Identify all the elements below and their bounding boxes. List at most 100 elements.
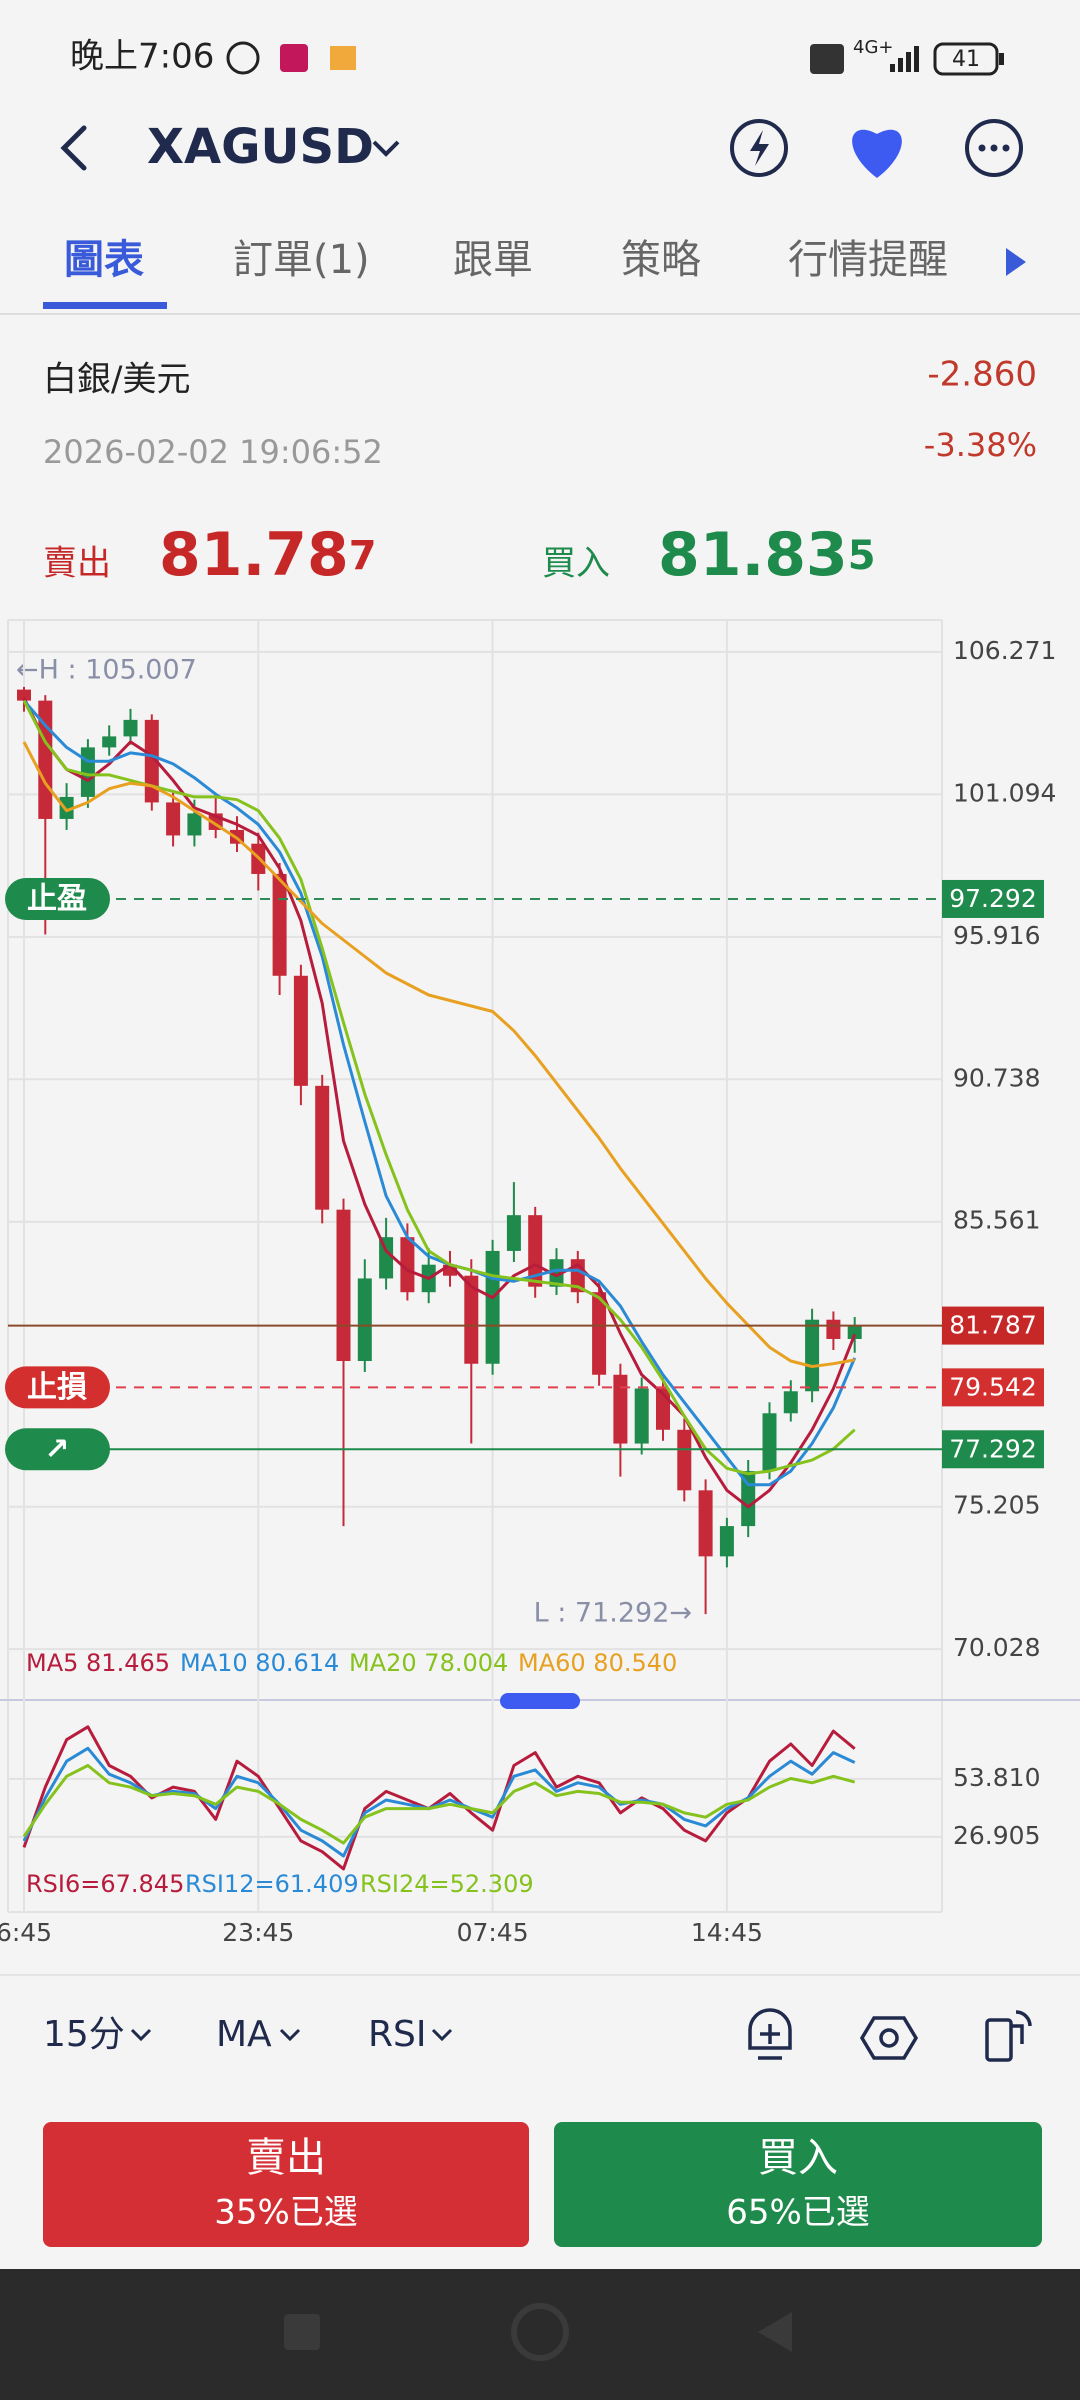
- legend-entry: RSI24=52.309: [360, 1870, 534, 1898]
- buy-button[interactable]: [554, 2122, 1042, 2247]
- candle-body: [59, 796, 74, 819]
- candle-body: [272, 873, 287, 976]
- candle-body: [677, 1429, 692, 1491]
- sub-indicator-selector[interactable]: RSI: [368, 2014, 426, 2055]
- tabs-scroll[interactable]: [1006, 248, 1026, 276]
- settings-icon: [879, 2028, 899, 2048]
- instrument-name: 白銀/美元: [43, 360, 190, 400]
- candle-body: [762, 1413, 777, 1472]
- flash-button[interactable]: [730, 119, 788, 177]
- battery-icon: [933, 42, 999, 76]
- y-tick-label: 101.094: [953, 778, 1056, 807]
- price-level-value: 77.292: [949, 1434, 1036, 1463]
- candle-body: [634, 1388, 649, 1444]
- tab[interactable]: 策略: [621, 237, 701, 283]
- candle-body: [847, 1325, 862, 1339]
- y-tick-label: 70.028: [953, 1633, 1040, 1662]
- symbol[interactable]: XAGUSD: [147, 119, 374, 175]
- candle-body: [464, 1275, 479, 1364]
- candle-body: [123, 719, 138, 737]
- symbol-dropdown[interactable]: [372, 140, 400, 157]
- nav-back[interactable]: [758, 2312, 792, 2352]
- sell-price-main: 81.78: [159, 520, 349, 590]
- price-change: -2.860: [927, 355, 1037, 395]
- candle-body: [698, 1490, 713, 1557]
- price-level-tag: [942, 879, 1044, 918]
- nav-recent[interactable]: [284, 2314, 320, 2350]
- chart-layer: 106.271 101.094 95.916 90.738 85.561 75.205 70…: [0, 620, 1056, 1947]
- add-alert-button[interactable]: [748, 2008, 792, 2060]
- price-level-tag: [942, 1306, 1044, 1345]
- y-tick-label: 26.905: [953, 1821, 1040, 1850]
- order-tag-label: ↗: [44, 1432, 69, 1467]
- more-button[interactable]: [965, 119, 1023, 177]
- sell-price: 81.787: [159, 520, 377, 590]
- indicator-line: [22, 699, 857, 1487]
- price-level-value: 81.787: [949, 1311, 1036, 1340]
- flash-icon: [750, 130, 769, 166]
- indicator-line: [22, 699, 856, 1476]
- buy-price-main: 81.83: [658, 520, 848, 590]
- dropdown-icon: [279, 2028, 301, 2042]
- x-tick-label: 14:45: [691, 1918, 763, 1947]
- candle-body: [17, 689, 31, 701]
- tab[interactable]: 跟單: [453, 237, 533, 283]
- candle-body: [293, 975, 308, 1086]
- buy-price-pip: 5: [848, 533, 876, 579]
- rotate-button[interactable]: [985, 2010, 1032, 2062]
- y-tick-label: 95.916: [953, 921, 1040, 950]
- candle-body: [719, 1526, 734, 1557]
- nav-home[interactable]: [511, 2303, 569, 2361]
- candle-body: [144, 719, 159, 803]
- order-tag: [5, 877, 110, 920]
- indicator-selector[interactable]: MA: [216, 2014, 272, 2055]
- price-level-tag: [942, 1368, 1044, 1407]
- candle-body: [528, 1215, 543, 1287]
- interval-selector[interactable]: 15分: [43, 2014, 125, 2055]
- candle-body: [315, 1085, 330, 1210]
- price-change-pct: -3.38%: [924, 426, 1037, 464]
- price-level-value: 79.542: [949, 1372, 1036, 1401]
- legend-entry: MA20 78.004: [349, 1649, 508, 1677]
- signal-icon: [890, 46, 919, 72]
- candle-body: [166, 802, 181, 836]
- x-tick-label: 23:45: [222, 1918, 294, 1947]
- y-tick-label: 106.271: [953, 636, 1056, 665]
- legend-entry: MA10 80.614: [180, 1649, 339, 1677]
- tab[interactable]: 訂單(1): [233, 237, 370, 283]
- sell-button[interactable]: [43, 2122, 529, 2247]
- volte-icon: [810, 44, 844, 74]
- candle-body: [613, 1374, 628, 1444]
- quote-time: 2026-02-02 19:06:52: [43, 433, 383, 471]
- indicator-line: [22, 741, 855, 1368]
- more-icon: [978, 144, 1010, 152]
- tab[interactable]: 行情提醒: [788, 237, 948, 283]
- battery-tip: [999, 53, 1004, 65]
- legend-entry: RSI12=61.409: [185, 1870, 359, 1898]
- candle-body: [379, 1237, 394, 1279]
- pane-resize-handle[interactable]: [500, 1693, 580, 1709]
- candle-body: [549, 1259, 564, 1287]
- battery-level: 41: [952, 47, 980, 72]
- legend-entry: MA60 80.540: [518, 1649, 677, 1677]
- favorite-button[interactable]: [852, 129, 902, 178]
- tab-underline: [43, 302, 167, 309]
- candle-body: [506, 1215, 521, 1251]
- sell-button-label: 賣出: [246, 2135, 326, 2181]
- indicator-line: [22, 1764, 856, 1845]
- legend-entry: MA5 81.465: [26, 1649, 170, 1677]
- high-annotation: ←H : 105.007: [16, 655, 197, 686]
- settings-button[interactable]: [859, 2016, 919, 2060]
- tab-active[interactable]: 圖表: [64, 237, 144, 283]
- price-level-value: 97.292: [949, 884, 1036, 913]
- buy-price: 81.835: [658, 520, 876, 590]
- y-tick-label: 75.205: [953, 1491, 1040, 1520]
- back-button[interactable]: [60, 125, 87, 171]
- candle-body: [826, 1319, 841, 1339]
- candle-body: [443, 1264, 457, 1276]
- candle-body: [592, 1292, 607, 1375]
- buy-button-ratio: 65%已選: [726, 2193, 870, 2233]
